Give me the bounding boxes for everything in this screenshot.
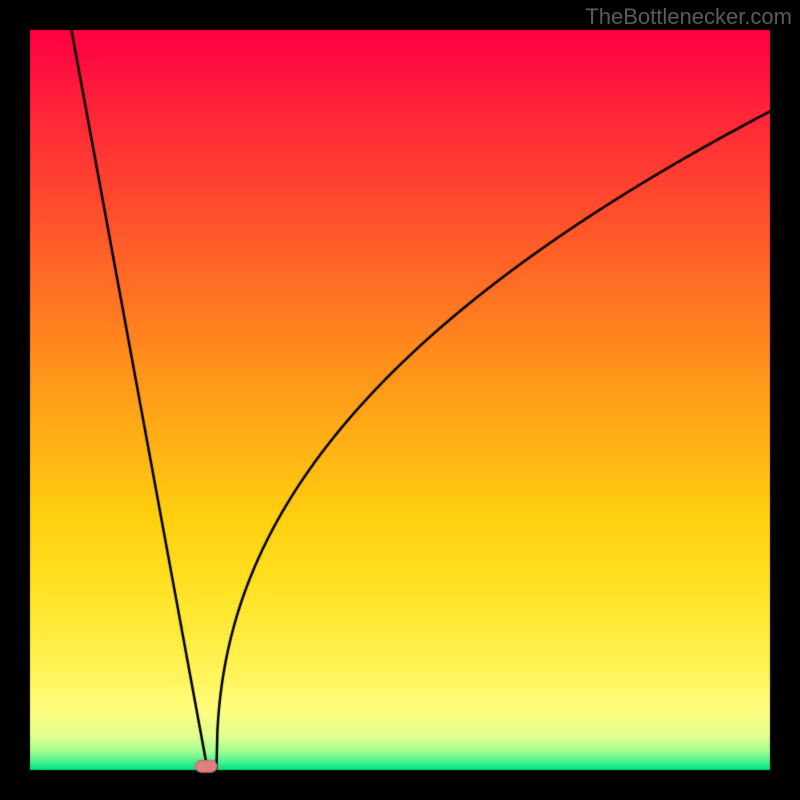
chart-container: TheBottlenecker.com [0, 0, 800, 800]
bottleneck-chart-canvas [0, 0, 800, 800]
watermark-text: TheBottlenecker.com [585, 4, 792, 30]
